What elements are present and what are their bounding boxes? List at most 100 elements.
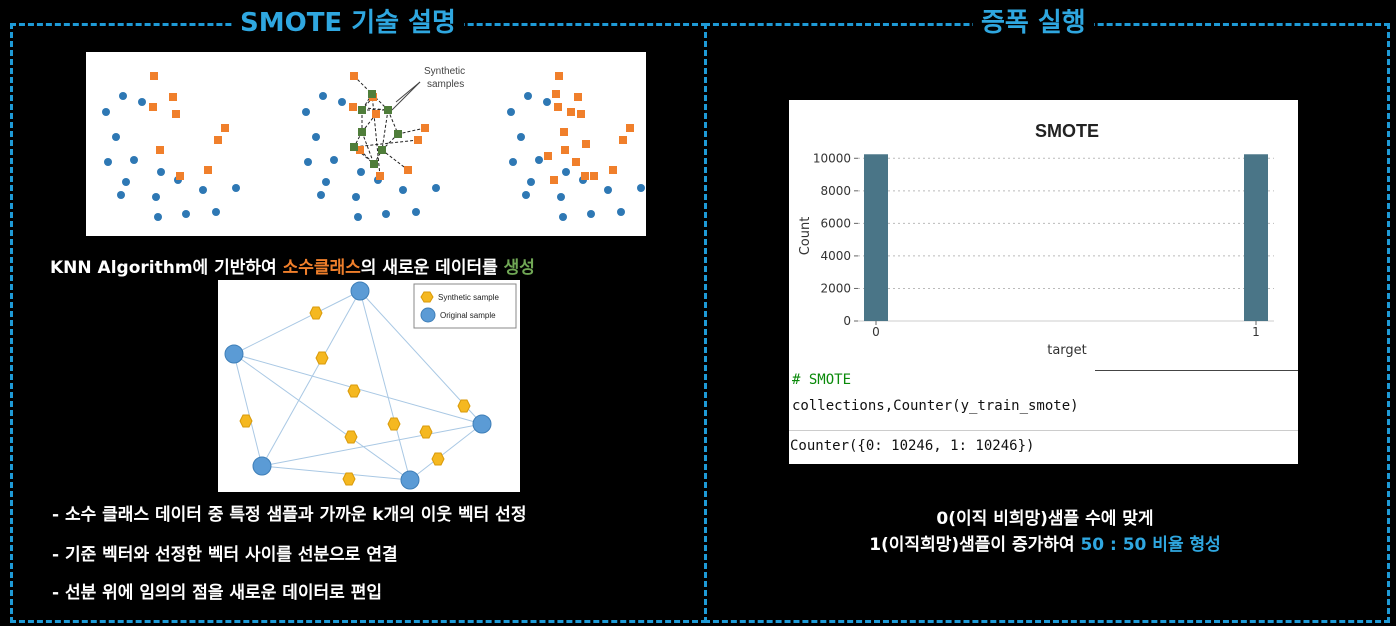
new-minority-point — [567, 108, 575, 116]
majority-point — [637, 184, 645, 192]
code-output: Counter({0: 10246, 1: 10246}) — [790, 438, 1035, 454]
result-line-1: 0(이직 비희망)샘플 수에 맞게 — [936, 509, 1154, 529]
neighbor-link — [361, 131, 375, 165]
majority-point — [112, 133, 120, 141]
majority-point — [122, 178, 130, 186]
minority-point — [156, 146, 164, 154]
majority-point — [157, 168, 165, 176]
original-sample-node — [224, 344, 244, 364]
majority-point — [330, 156, 338, 164]
minority-point — [554, 103, 562, 111]
synthetic-pointer-line — [391, 81, 421, 111]
majority-point — [557, 193, 565, 201]
majority-point — [152, 193, 160, 201]
synthetic-point — [358, 106, 366, 114]
smote-illustration: Synthetic samples — [86, 52, 646, 236]
smote-count-chart: 0 2000 4000 6000 8000 10000 0 1 SMOTE target C… — [798, 121, 1274, 358]
legend-original-marker — [420, 307, 436, 323]
new-minority-point — [552, 90, 560, 98]
knn-caption-part2: 의 새로운 데이터를 — [360, 258, 504, 278]
neighbor-link — [381, 133, 399, 151]
graph-edge — [261, 423, 483, 467]
synthetic-sample-graph: Synthetic sample Original sample — [218, 280, 520, 492]
majority-point — [527, 178, 535, 186]
result-description: 0(이직 비희망)샘플 수에 맞게 1(이직희망)샘플이 증가하여 50 : 5… — [790, 506, 1300, 558]
minority-point — [214, 136, 222, 144]
minority-point — [404, 166, 412, 174]
majority-point — [543, 98, 551, 106]
minority-point — [149, 103, 157, 111]
majority-point — [412, 208, 420, 216]
minority-point — [561, 146, 569, 154]
synthetic-sample-node — [309, 306, 323, 320]
neighbor-link — [381, 149, 409, 171]
minority-point — [577, 110, 585, 118]
new-minority-point — [544, 152, 552, 160]
synthetic-sample-node — [342, 472, 356, 486]
majority-point — [130, 156, 138, 164]
majority-point — [562, 168, 570, 176]
synthetic-sample-node — [239, 414, 253, 428]
minority-point — [150, 72, 158, 80]
legend-synthetic-marker — [420, 291, 434, 303]
synthetic-point — [370, 160, 378, 168]
legend-synthetic-label: Synthetic sample — [438, 293, 499, 302]
chart-y-tick-label: 8000 — [820, 184, 851, 198]
chart-x-label: target — [1047, 343, 1087, 358]
majority-point — [517, 133, 525, 141]
synthetic-point — [358, 128, 366, 136]
synthetic-sample-node — [347, 384, 361, 398]
knn-caption-generate: 생성 — [503, 258, 535, 278]
neighbor-link — [397, 127, 426, 135]
new-minority-point — [590, 172, 598, 180]
minority-point — [619, 136, 627, 144]
majority-point — [604, 186, 612, 194]
graph-edge — [233, 353, 263, 467]
chart-title: SMOTE — [1035, 121, 1099, 141]
majority-point — [312, 133, 320, 141]
minority-point — [372, 110, 380, 118]
majority-point — [199, 186, 207, 194]
minority-point — [221, 124, 229, 132]
chart-y-tick-label: 2000 — [820, 281, 851, 295]
chart-x-tick-label: 1 — [1252, 325, 1260, 339]
bullet-item-1: - 소수 클래스 데이터 중 특정 샘플과 가까운 k개의 이웃 벡터 선정 — [52, 505, 527, 525]
graph-edge — [359, 290, 411, 481]
legend-original-label: Original sample — [440, 311, 496, 320]
new-minority-point — [572, 158, 580, 166]
synthetic-point — [368, 90, 376, 98]
chart-x-tick-label: 0 — [872, 325, 880, 339]
synthetic-sample-node — [457, 399, 471, 413]
minority-point — [176, 172, 184, 180]
synthetic-sample-node — [419, 425, 433, 439]
synthetic-point — [350, 143, 358, 151]
majority-point — [524, 92, 532, 100]
majority-point — [322, 178, 330, 186]
chart-y-tick-label: 4000 — [820, 249, 851, 263]
majority-point — [319, 92, 327, 100]
smote-scatter-illustration: Synthetic samples — [102, 66, 645, 221]
minority-point — [414, 136, 422, 144]
result-line-2: 1(이직희망)샘플이 증가하여 50 : 50 비율 형성 — [790, 532, 1300, 558]
majority-point — [354, 213, 362, 221]
majority-point — [212, 208, 220, 216]
neighbor-link — [381, 109, 389, 151]
majority-point — [232, 184, 240, 192]
code-cell: # SMOTE collections,Counter(y_train_smot… — [789, 370, 1298, 464]
minority-point — [356, 146, 364, 154]
knn-caption-minority-class: 소수클래스 — [282, 258, 361, 278]
graph-edge — [261, 290, 361, 467]
majority-point — [587, 210, 595, 218]
majority-point — [104, 158, 112, 166]
result-line-2-prefix: 1(이직희망)샘플이 증가하여 — [869, 535, 1081, 555]
graph-edge — [261, 465, 411, 481]
majority-point — [535, 156, 543, 164]
synthetic-samples-label-1: Synthetic — [424, 66, 465, 77]
majority-point — [432, 184, 440, 192]
neighbor-link — [371, 93, 389, 111]
synthetic-point — [378, 146, 386, 154]
majority-point — [304, 158, 312, 166]
new-minority-point — [550, 176, 558, 184]
right-panel-title: 증폭 실행 — [973, 7, 1094, 39]
minority-point — [204, 166, 212, 174]
